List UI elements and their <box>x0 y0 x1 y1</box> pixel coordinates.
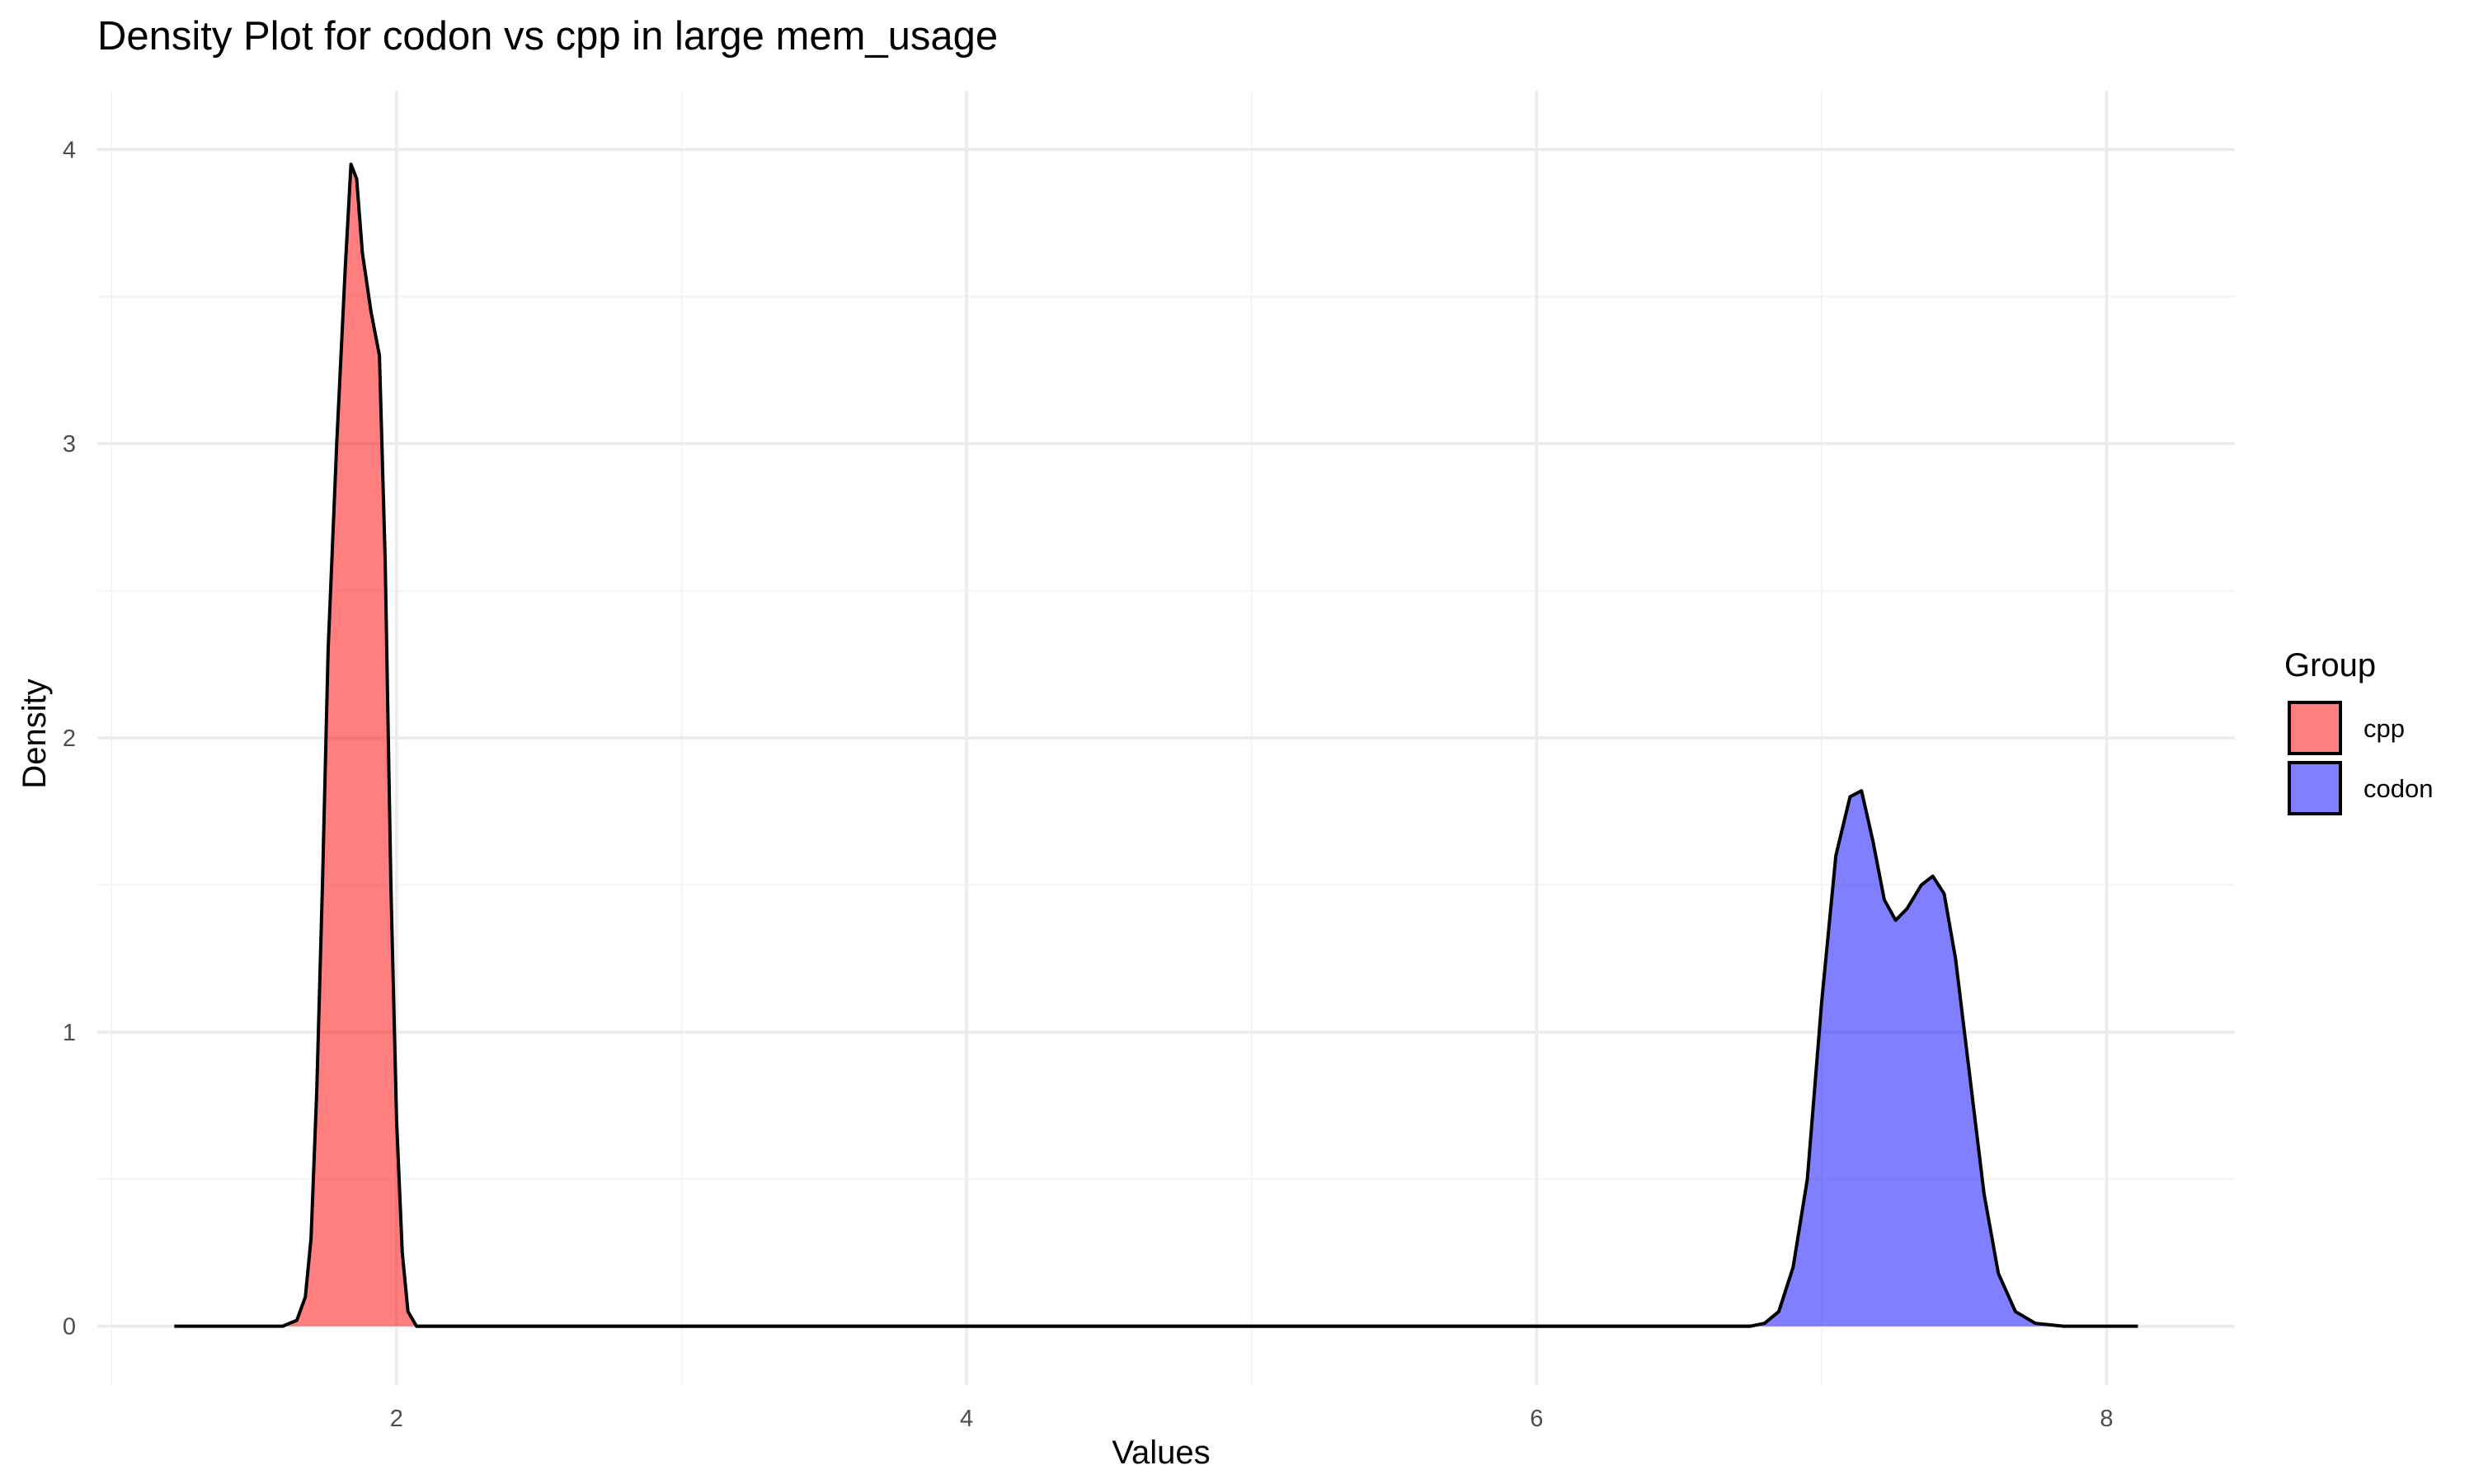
y-axis-ticks: 0 1 2 3 4 <box>63 137 76 1340</box>
legend-title: Group <box>2284 647 2376 683</box>
legend: Group cpp codon <box>2284 647 2433 815</box>
density-areas <box>174 162 2138 1328</box>
y-tick-label: 1 <box>63 1020 76 1046</box>
density-area-cpp <box>174 164 1751 1327</box>
density-line-codon <box>416 789 2138 1328</box>
y-tick-label: 4 <box>63 137 76 163</box>
legend-items: cpp codon <box>2288 701 2433 815</box>
plot-panel <box>97 91 2235 1385</box>
x-tick-label: 2 <box>390 1406 403 1432</box>
y-tick-label: 2 <box>63 726 76 752</box>
chart-title: Density Plot for codon vs cpp in large m… <box>97 14 998 59</box>
minor-gridlines <box>97 91 2235 1385</box>
legend-swatch-cpp <box>2288 701 2342 755</box>
density-line-cpp <box>174 162 1751 1328</box>
legend-label-cpp: cpp <box>2363 714 2405 743</box>
density-area-codon <box>416 791 2138 1327</box>
x-axis-title: Values <box>1112 1435 1210 1471</box>
x-tick-label: 6 <box>1530 1406 1543 1432</box>
y-tick-label: 0 <box>63 1314 76 1341</box>
x-axis-ticks: 2 4 6 8 <box>390 1406 2114 1432</box>
x-tick-label: 8 <box>2100 1406 2113 1432</box>
legend-label-codon: codon <box>2363 774 2433 803</box>
y-tick-label: 3 <box>63 431 76 458</box>
legend-swatch-codon <box>2288 761 2342 815</box>
y-axis-title: Density <box>16 679 53 788</box>
x-tick-label: 4 <box>960 1406 973 1432</box>
